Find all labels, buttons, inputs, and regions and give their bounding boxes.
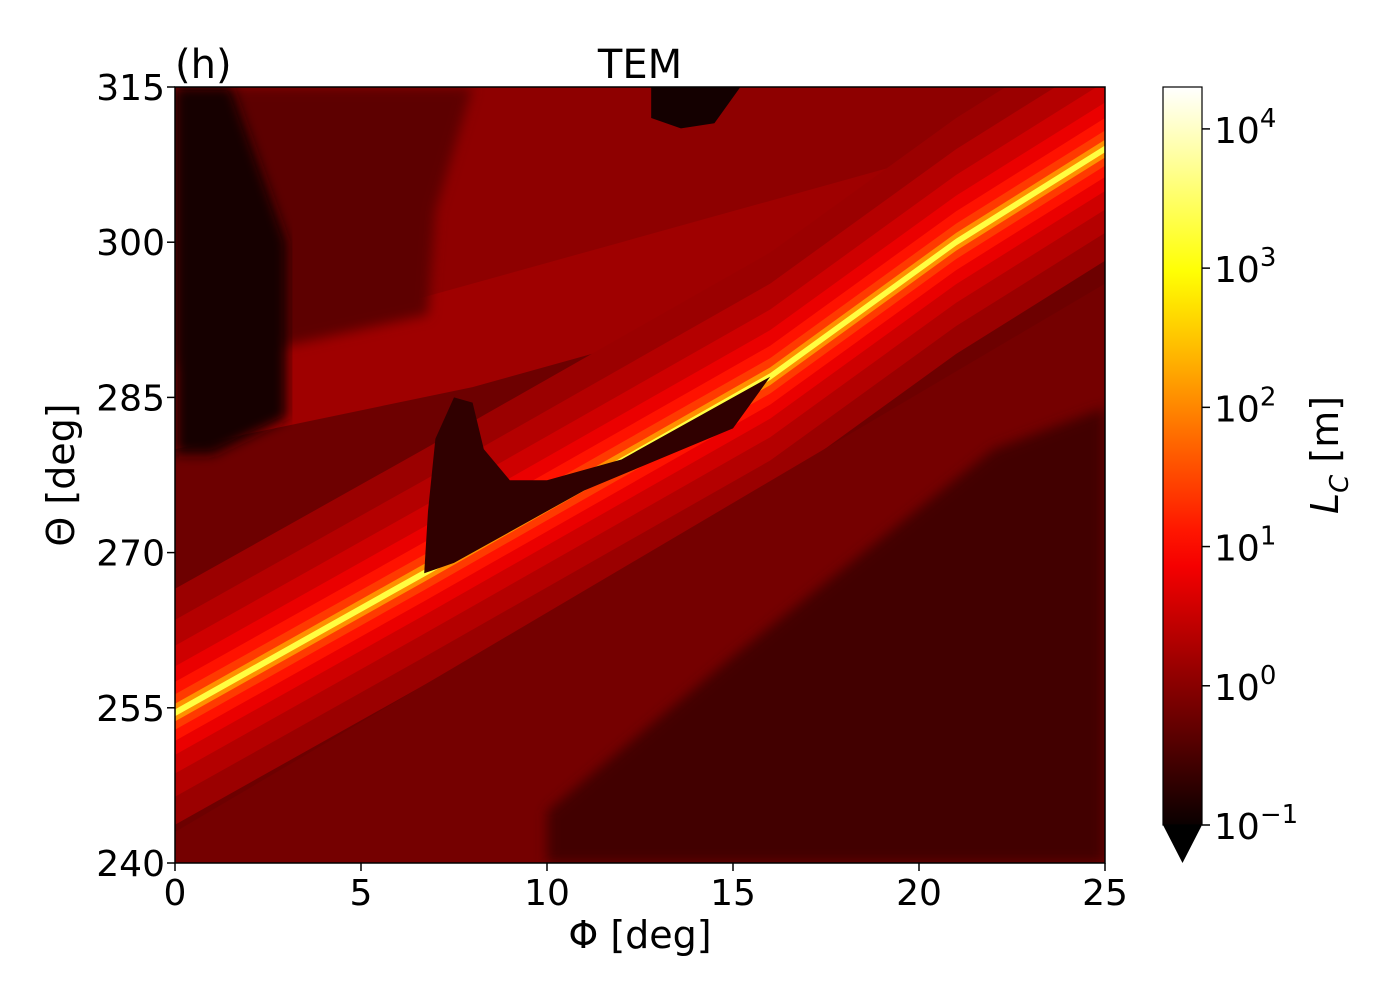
x-tick-label-0: 0 xyxy=(164,873,187,914)
colorbar-tick-label-0: 10−1 xyxy=(1214,800,1298,848)
x-tick-label-3: 15 xyxy=(710,873,756,914)
y-axis-label: Θ [deg] xyxy=(39,403,83,546)
colorbar-tick-label-4: 103 xyxy=(1214,243,1276,291)
x-axis-label: Φ [deg] xyxy=(568,913,711,957)
x-tick-label-4: 20 xyxy=(896,873,942,914)
y-axis: 240 255 270 285 300 315 xyxy=(96,68,175,885)
heatmap-plot-area xyxy=(175,87,1105,863)
y-tick-label-3: 285 xyxy=(96,378,165,419)
colorbar: 10−1 100 101 102 103 104 xyxy=(1162,86,1298,863)
x-tick-label-2: 10 xyxy=(524,873,570,914)
colorbar-tick-label-2: 101 xyxy=(1214,522,1276,570)
colorbar-gradient xyxy=(1162,86,1203,826)
ridge-band-6 xyxy=(175,139,1105,722)
ridge-band-7 xyxy=(175,145,1105,717)
colorbar-label-unit: [m] xyxy=(1303,396,1347,475)
x-tick-label-1: 5 xyxy=(350,873,373,914)
y-tick-label-1: 255 xyxy=(96,689,165,730)
colorbar-extend-triangle xyxy=(1163,825,1202,863)
chart-title: TEM xyxy=(597,42,682,88)
y-tick-label-2: 270 xyxy=(96,534,165,575)
colorbar-tick-label-3: 102 xyxy=(1214,382,1276,430)
panel-label: (h) xyxy=(175,42,232,88)
y-tick-label-4: 300 xyxy=(96,223,165,264)
heatmap-top-pocket xyxy=(651,87,741,129)
heatmap-lower-dark xyxy=(547,407,1105,863)
colorbar-label-main: L xyxy=(1303,493,1347,514)
colorbar-tick-label-5: 104 xyxy=(1214,104,1276,152)
x-axis: 0 5 10 15 20 25 xyxy=(164,863,1128,914)
colorbar-tick-label-1: 100 xyxy=(1214,661,1276,709)
plot-frame xyxy=(174,86,1106,864)
y-tick-label-0: 240 xyxy=(96,844,165,885)
x-tick-label-5: 25 xyxy=(1082,873,1128,914)
heatmap-corner-dark xyxy=(175,87,287,455)
colorbar-label-sub: C xyxy=(1325,474,1355,493)
heatmap-low-pocket xyxy=(424,376,771,574)
colorbar-label: LC [m] xyxy=(1303,396,1355,514)
y-tick-label-5: 315 xyxy=(96,68,165,109)
